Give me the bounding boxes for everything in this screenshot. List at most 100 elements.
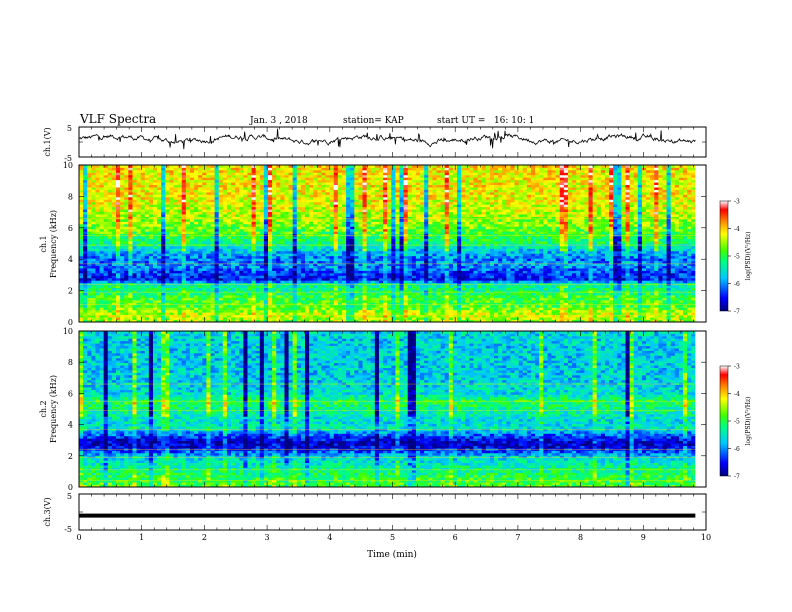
ch1-spec-cell	[165, 260, 170, 264]
ch1-spec-cell	[604, 280, 610, 284]
ch1-spec-cell	[325, 250, 331, 254]
ch1-spec-cell	[210, 295, 215, 298]
ch1-spec-cell	[346, 263, 351, 266]
ch1-spec-cell	[473, 302, 478, 306]
ch1-spec-cell	[304, 290, 310, 293]
ch1-spec-cell	[136, 297, 142, 301]
ch1-spec-cell	[115, 319, 121, 323]
ch1-spec-cell	[173, 312, 179, 316]
ch1-spec-cell	[83, 317, 88, 320]
ch1-spec-cell	[646, 263, 651, 266]
ch1-spec-cell	[181, 255, 187, 259]
ch1-spec-cell	[395, 299, 400, 303]
ch1-spec-cell	[424, 319, 429, 323]
ch1-spec-cell	[366, 307, 372, 311]
ch1-spec-cell	[309, 297, 314, 301]
ch1-spec-cell	[194, 270, 199, 274]
ch1-spec-cell	[674, 319, 680, 323]
ch1-spec-cell	[481, 248, 487, 252]
ch1-spec-cell	[687, 248, 692, 252]
ch1-spec-cell	[157, 309, 162, 313]
ch1-spec-cell	[530, 270, 536, 274]
ch1-spec-cell	[403, 258, 409, 262]
ch1-spec-cell	[629, 307, 635, 311]
ch1-spec-cell	[444, 272, 450, 276]
ch1-spec-cell	[592, 272, 598, 276]
ch1-spec-cell	[530, 272, 536, 276]
ch1-spec-cell	[370, 319, 376, 323]
ch1-spec-cell	[518, 258, 524, 262]
ch1-spec-cell	[617, 248, 622, 252]
ch1-spec-cell	[337, 292, 343, 296]
ch1-spec-cell	[510, 268, 515, 271]
ch1-spec-cell	[292, 292, 298, 296]
ch1-spec-cell	[469, 319, 474, 323]
ch1-spec-cell	[506, 285, 511, 289]
ch1-spec-cell	[354, 280, 359, 284]
ch1-spec-cell	[226, 250, 232, 254]
ch1-spec-cell	[383, 290, 388, 293]
ch1-spec-cell	[300, 290, 306, 293]
ch1-spec-cell	[152, 312, 158, 316]
ch1-spec-cell	[296, 263, 302, 266]
ch1-spec-cell	[181, 260, 187, 264]
ch1-spec-cell	[120, 319, 125, 323]
ch1-spec-cell	[181, 245, 187, 249]
ch1-spec-cell	[222, 258, 228, 262]
ch1-spec-cell	[609, 307, 614, 311]
ch1-spec-cell	[604, 290, 610, 293]
ch1-spec-cell	[563, 287, 569, 291]
ch1-spec-cell	[489, 302, 495, 306]
ch1-spec-cell	[111, 263, 117, 266]
ch1-spec-cell	[494, 263, 499, 266]
ch1-spec-cell	[584, 292, 589, 296]
ch1-spec-cell	[547, 290, 552, 293]
ch1-spec-cell	[502, 304, 507, 308]
ch1-spec-cell	[469, 277, 474, 281]
ch1-spec-cell	[629, 304, 635, 308]
ch1-spec-cell	[444, 275, 450, 279]
ch1-spec-cell	[572, 309, 577, 313]
ch1-spec-cell	[654, 317, 659, 320]
ch1-spec-cell	[268, 248, 273, 252]
ch1-spec-cell	[354, 253, 359, 257]
ch1-spec-cell	[284, 287, 289, 291]
ch1-spec-cell	[687, 290, 692, 293]
ch1-spec-cell	[144, 312, 150, 316]
ch1-spec-cell	[576, 248, 581, 252]
ch1-spec-cell	[292, 277, 298, 281]
ch1-spec-cell	[481, 265, 487, 269]
ch1-spec-cell	[251, 302, 257, 306]
ch1-spec-cell	[358, 292, 363, 296]
ch1-spec-cell	[411, 265, 417, 269]
ch1-spec-cell	[288, 285, 294, 289]
ch1-spec-cell	[198, 304, 203, 308]
ch1-spec-cell	[403, 280, 409, 284]
ch1-spec-cell	[576, 253, 581, 257]
ch1-spec-cell	[592, 312, 598, 316]
ch1-spec-cell	[231, 307, 236, 311]
ch1-spec-cell	[152, 299, 158, 303]
ch1-spec-cell	[555, 265, 561, 269]
ch1-spec-cell	[395, 307, 400, 311]
ch1-spec-cell	[617, 287, 622, 291]
ch1-spec-cell	[247, 312, 252, 316]
ch1-spec-cell	[596, 314, 602, 318]
ch1-spec-cell	[465, 304, 470, 308]
ch1-spec-cell	[399, 312, 405, 316]
ch1-spec-cell	[563, 317, 569, 320]
ch1-spec-cell	[424, 317, 429, 320]
ch1-spec-cell	[296, 248, 302, 252]
ch1-spec-cell	[358, 309, 363, 313]
ch1-spec-cell	[210, 248, 215, 252]
ch1-spec-cell	[321, 295, 326, 298]
ch1-spec-cell	[296, 309, 302, 313]
ch1-spec-cell	[350, 292, 355, 296]
ch1-spec-cell	[617, 245, 622, 249]
ch1-spec-cell	[584, 272, 589, 276]
ch1-spec-cell	[165, 277, 170, 281]
ch1-spec-cell	[259, 292, 265, 296]
ch1-spec-cell	[181, 253, 187, 257]
ch1-spec-cell	[226, 275, 232, 279]
ch1-spec-cell	[288, 290, 294, 293]
